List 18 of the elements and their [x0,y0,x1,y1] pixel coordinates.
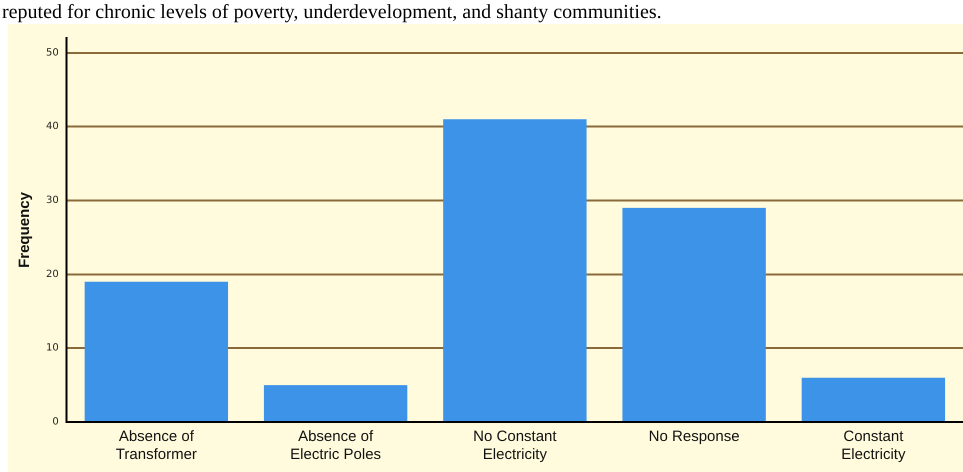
bar [802,378,946,421]
y-tick-label: 30 [46,195,59,206]
bar [443,119,587,421]
x-tick-label: No Constant Electricity [473,428,558,464]
y-tick-label: 50 [46,47,59,58]
y-tick-label: 10 [46,342,59,354]
x-tick-label: No Response [648,428,740,446]
bar [622,208,766,421]
x-tick-label: Absence of Electric Poles [290,428,382,464]
bar [264,385,408,421]
y-tick-label: 40 [46,121,59,132]
text: reputed for chronic levels of poverty, underdevelopment, and shanty communities. [1,0,663,24]
y-axis-title: Frequency [16,191,34,268]
x-tick-label: Constant Electricity [841,428,906,464]
bar [84,282,228,421]
x-tick-label: Absence of Transformer [116,428,197,464]
y-tick-label: 20 [46,268,59,280]
y-tick-label: 0 [52,416,59,428]
